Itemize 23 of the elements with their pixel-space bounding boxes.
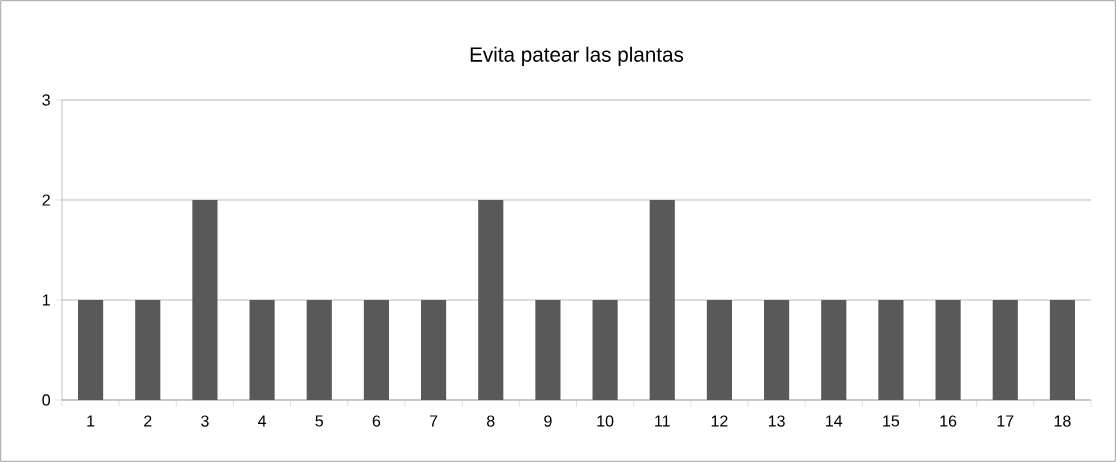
x-tick-label: 18 [1054,415,1071,427]
x-tick-label: 5 [315,415,324,427]
y-tick-label: 3 [42,94,50,106]
y-tick-label: 0 [42,394,51,406]
x-tick-label: 7 [429,415,438,427]
x-tick-label: 4 [258,415,267,427]
x-tick-label: 12 [711,415,728,427]
x-tick-label: 6 [372,415,381,427]
x-tick-label: 17 [997,415,1014,427]
x-tick-label: 15 [883,415,900,427]
x-tick-label: 16 [940,415,957,427]
y-tick-label: 1 [42,294,50,306]
y-tick-label: 2 [42,194,50,206]
x-tick-label: 14 [826,415,843,427]
x-tick-label: 13 [768,415,785,427]
x-tick-label: 2 [144,415,152,427]
x-tick-label: 11 [655,415,670,427]
x-tick-label: 8 [487,415,495,427]
x-tick-label: 9 [544,415,552,427]
x-tick-label: 10 [597,415,614,427]
chart-title: Evita patear las plantas [470,46,684,66]
x-tick-label: 1 [87,415,95,427]
x-tick-label: 3 [201,415,209,427]
